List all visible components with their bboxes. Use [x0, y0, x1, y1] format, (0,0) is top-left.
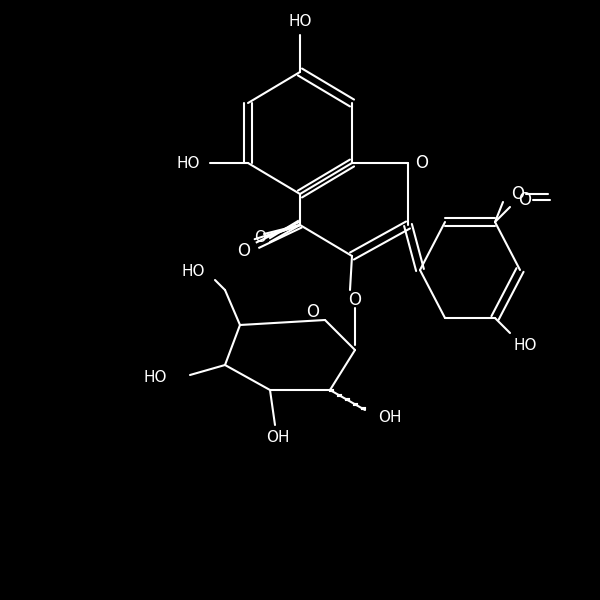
- Text: OH: OH: [266, 431, 290, 445]
- Text: O: O: [238, 242, 251, 260]
- Text: HO: HO: [143, 370, 167, 385]
- Text: O: O: [415, 154, 428, 172]
- Text: O: O: [349, 291, 361, 309]
- Text: O: O: [254, 229, 266, 245]
- Text: HO: HO: [288, 14, 312, 29]
- Text: O: O: [511, 185, 524, 203]
- Text: OH: OH: [378, 410, 402, 425]
- Text: HO: HO: [176, 155, 200, 170]
- Text: O: O: [518, 191, 532, 209]
- Text: HO: HO: [513, 338, 537, 353]
- Text: O: O: [307, 303, 320, 321]
- Text: HO: HO: [181, 265, 205, 280]
